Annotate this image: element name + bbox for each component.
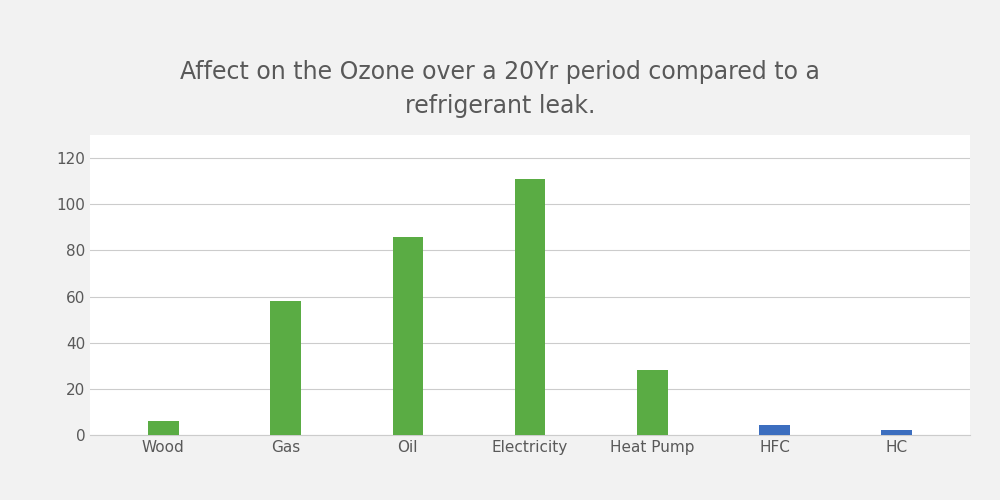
Bar — [515, 179, 545, 435]
Bar — [759, 424, 790, 435]
Bar — [637, 370, 668, 435]
Bar — [270, 301, 301, 435]
Bar — [392, 236, 423, 435]
Bar — [148, 421, 179, 435]
Text: Affect on the Ozone over a 20Yr period compared to a
refrigerant leak.: Affect on the Ozone over a 20Yr period c… — [180, 60, 820, 118]
Bar — [881, 430, 912, 435]
